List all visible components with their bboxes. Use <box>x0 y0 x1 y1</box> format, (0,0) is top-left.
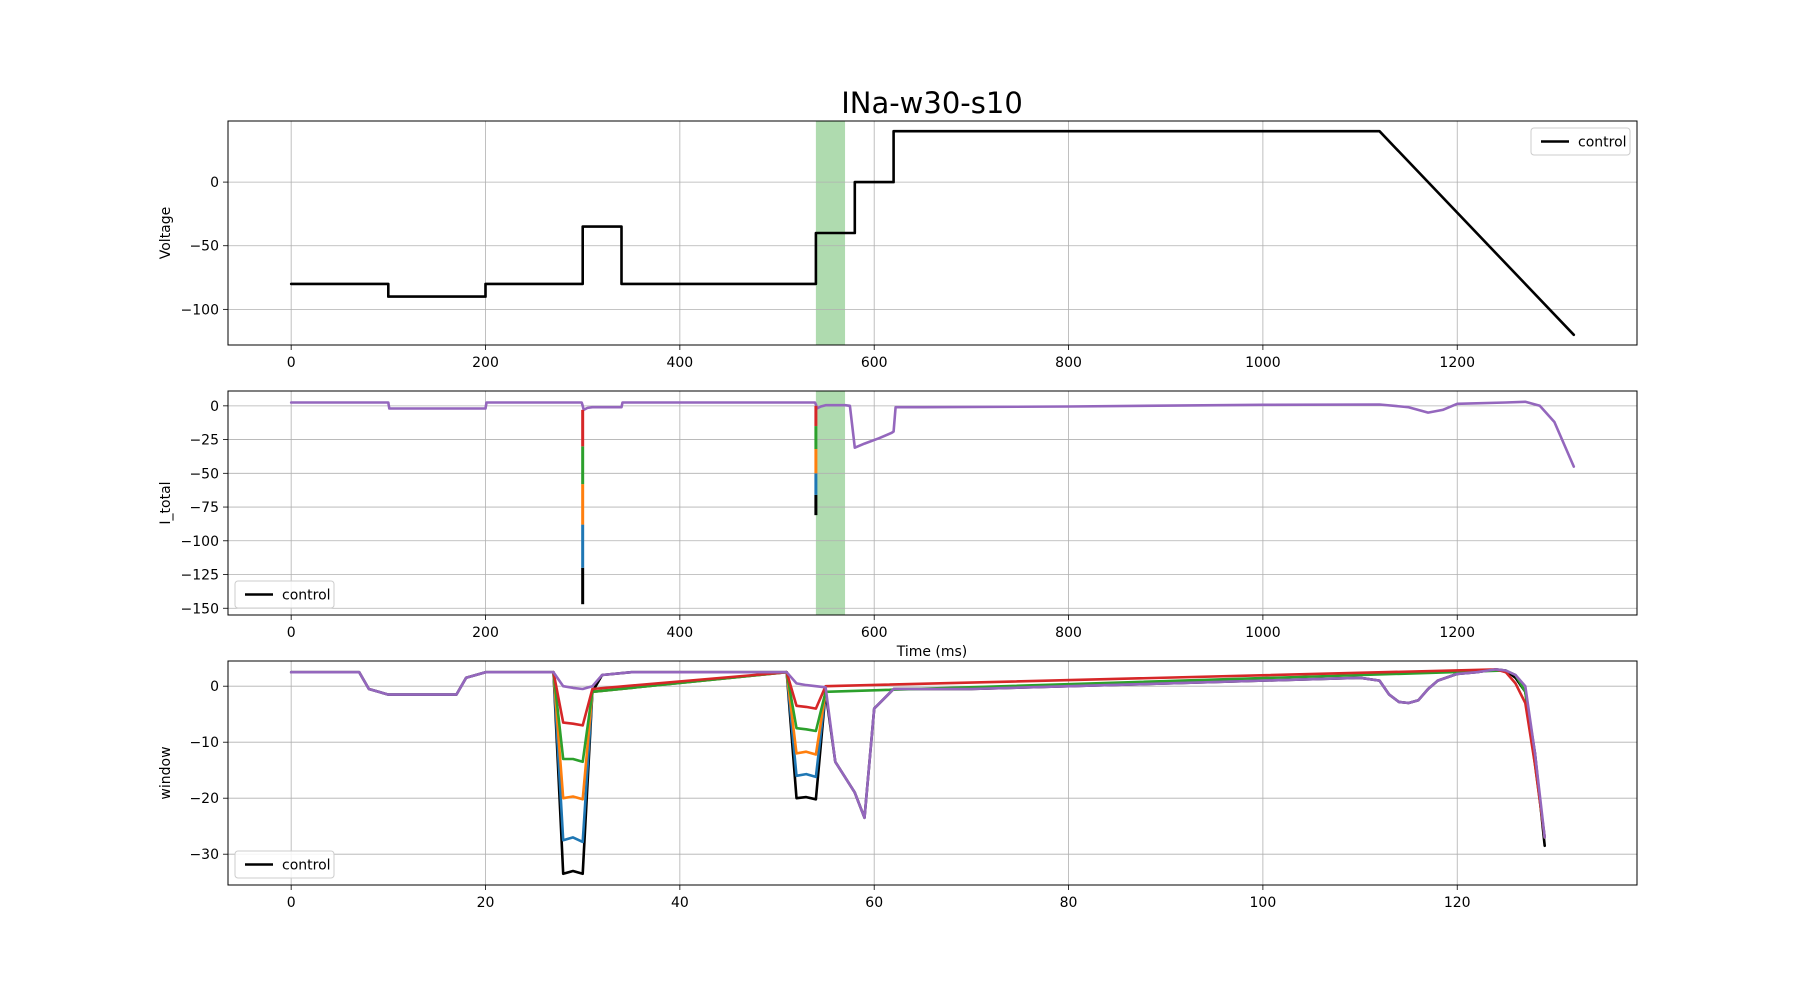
x-tick-label: 1200 <box>1439 355 1475 371</box>
x-tick-label: 20 <box>477 895 495 911</box>
y-tick-label: −100 <box>181 534 219 550</box>
series-line-series-4 <box>552 669 1546 839</box>
x-tick-label: 120 <box>1444 895 1471 911</box>
x-tick-label: 60 <box>865 895 883 911</box>
plot-area <box>289 668 1546 876</box>
axes-frame <box>227 120 1638 346</box>
x-tick-label: 0 <box>287 625 296 641</box>
x-tick-label: 40 <box>671 895 689 911</box>
y-tick-label: −30 <box>189 847 219 863</box>
legend-label: control <box>282 858 331 874</box>
x-tick-label: 200 <box>472 355 499 371</box>
y-tick-label: −75 <box>189 500 219 516</box>
y-tick-label: −150 <box>181 601 219 617</box>
x-axis-label: Time (ms) <box>896 644 968 660</box>
y-tick-label: −25 <box>189 433 219 449</box>
x-tick-label: 0 <box>287 355 296 371</box>
x-tick-label: 80 <box>1060 895 1078 911</box>
x-tick-label: 1200 <box>1439 625 1475 641</box>
x-tick-label: 600 <box>861 625 888 641</box>
legend-label: control <box>1578 135 1627 151</box>
x-tick-label: 0 <box>287 895 296 911</box>
y-tick-label: −50 <box>189 466 219 482</box>
series-line-series-1 <box>289 400 1576 468</box>
legend-box <box>1530 127 1631 156</box>
y-tick-label: −100 <box>181 302 219 318</box>
axes-frame <box>227 660 1638 886</box>
x-tick-label: 1000 <box>1245 355 1281 371</box>
y-tick-label: 0 <box>210 175 219 191</box>
legend: control <box>234 580 335 609</box>
x-tick-label: 400 <box>666 355 693 371</box>
legend: control <box>1530 127 1631 156</box>
y-axis-label: Voltage <box>158 207 174 260</box>
x-tick-label: 400 <box>666 625 693 641</box>
series-line-series-2 <box>552 670 827 844</box>
y-tick-label: −50 <box>189 239 219 255</box>
highlight-band <box>815 391 846 615</box>
y-tick-label: −20 <box>189 791 219 807</box>
y-tick-label: 0 <box>210 399 219 415</box>
y-axis-label: I_total <box>158 481 174 524</box>
legend-box <box>234 580 335 609</box>
x-tick-label: 600 <box>861 355 888 371</box>
y-tick-label: −10 <box>189 735 219 751</box>
series-line-series-5 <box>552 668 1546 839</box>
panel-2: 0 200 400 600 800 1000 1200 0 −25 −50 −75 −100 −125 −… <box>158 390 1638 660</box>
figure-title: INa-w30-s10 <box>841 86 1023 120</box>
series-line-series-6 <box>289 668 1546 839</box>
series-line-control <box>289 129 1576 337</box>
x-tick-label: 200 <box>472 625 499 641</box>
plot-area <box>289 129 1576 337</box>
x-tick-label: 800 <box>1055 625 1082 641</box>
x-tick-label: 1000 <box>1245 625 1281 641</box>
plot-area <box>289 400 1576 605</box>
legend-box <box>234 850 335 879</box>
series-line-control <box>289 668 1546 876</box>
y-tick-label: −125 <box>181 568 219 584</box>
y-tick-label: 0 <box>210 679 219 695</box>
panel-3: 0 20 40 60 80 100 120 0 −10 −20 −30 window control <box>158 660 1638 911</box>
y-axis-label: window <box>158 746 174 799</box>
legend: control <box>234 850 335 879</box>
axes-frame <box>227 390 1638 616</box>
x-tick-label: 800 <box>1055 355 1082 371</box>
legend-label: control <box>282 588 331 604</box>
x-tick-label: 100 <box>1250 895 1277 911</box>
panel-1: 0 200 400 600 800 1000 1200 0 −50 −100 Voltage cont… <box>158 120 1638 371</box>
